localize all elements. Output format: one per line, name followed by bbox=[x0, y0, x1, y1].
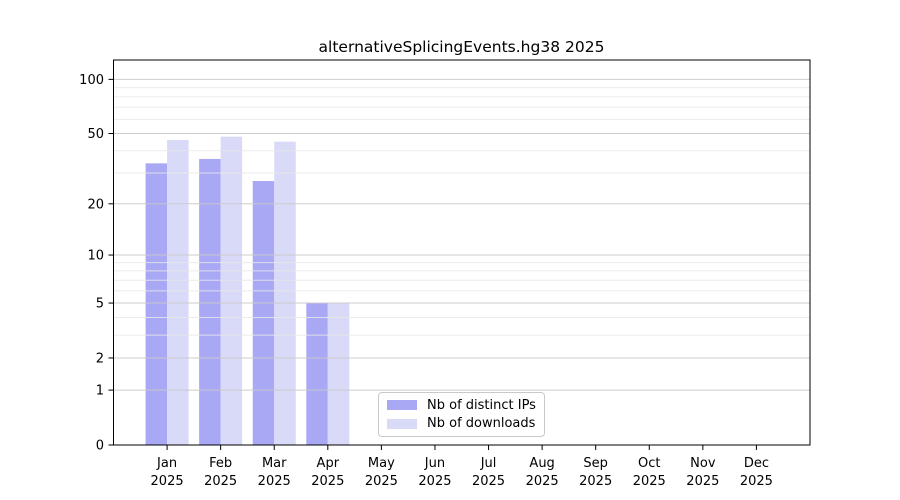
x-tick-label-month: Feb bbox=[209, 456, 232, 471]
bar-apr-nb-of-distinct-ips bbox=[306, 303, 328, 445]
x-tick-label-year: 2025 bbox=[204, 474, 237, 489]
gridlines bbox=[113, 78, 810, 391]
y-tick-label: 1 bbox=[96, 384, 104, 399]
x-tick-label-year: 2025 bbox=[151, 474, 184, 489]
legend-swatch-downloads bbox=[387, 418, 417, 429]
bar-mar-nb-of-downloads bbox=[274, 141, 296, 445]
x-axis: Jan 2025 Feb 2025 Mar 2025 Apr 2025 May 2025 Jun 20… bbox=[151, 445, 773, 489]
x-tick-label-month: Jul bbox=[480, 456, 497, 471]
legend-label-downloads: Nb of downloads bbox=[427, 416, 536, 432]
chart-title: alternativeSplicingEvents.hg38 2025 bbox=[318, 38, 605, 56]
x-tick-label-month: Mar bbox=[262, 456, 287, 471]
y-axis: 0 1 2 5 10 20 50 100 bbox=[79, 73, 114, 454]
y-tick-label: 100 bbox=[79, 73, 104, 88]
y-tick-label: 5 bbox=[96, 297, 104, 312]
legend-label-distinct-ips: Nb of distinct IPs bbox=[427, 397, 536, 413]
x-tick-label-year: 2025 bbox=[686, 474, 719, 489]
y-tick-label: 20 bbox=[87, 197, 104, 212]
bar-feb-nb-of-distinct-ips bbox=[199, 158, 221, 445]
x-tick-label-year: 2025 bbox=[472, 474, 505, 489]
x-tick-label-year: 2025 bbox=[526, 474, 559, 489]
x-tick-label-month: Aug bbox=[529, 456, 554, 471]
x-tick-label-month: Nov bbox=[690, 456, 716, 471]
legend-item-downloads: Nb of downloads bbox=[387, 417, 544, 430]
x-tick-label-year: 2025 bbox=[579, 474, 612, 489]
x-tick-label-month: Jan bbox=[156, 456, 177, 471]
x-tick-label-year: 2025 bbox=[365, 474, 398, 489]
x-tick-label-month: Dec bbox=[744, 456, 769, 471]
x-tick-label-month: Jun bbox=[424, 456, 445, 471]
plot-border bbox=[113, 59, 811, 446]
bar-apr-nb-of-downloads bbox=[327, 303, 350, 445]
x-tick-label-year: 2025 bbox=[418, 474, 451, 489]
legend-swatch-distinct-ips bbox=[387, 400, 417, 411]
x-tick-label-month: Sep bbox=[583, 456, 608, 471]
legend-item-distinct-ips: Nb of distinct IPs bbox=[387, 399, 544, 412]
y-tick-label: 10 bbox=[87, 249, 104, 264]
y-tick-label: 0 bbox=[96, 439, 104, 454]
bars-nb-of-distinct-ips bbox=[145, 158, 328, 445]
x-tick-label-year: 2025 bbox=[740, 474, 773, 489]
x-tick-label-month: Apr bbox=[317, 456, 340, 471]
x-tick-label-month: May bbox=[368, 456, 395, 471]
y-tick-label: 2 bbox=[96, 351, 104, 366]
x-tick-label-year: 2025 bbox=[311, 474, 344, 489]
bar-jan-nb-of-downloads bbox=[167, 139, 189, 446]
bar-mar-nb-of-distinct-ips bbox=[252, 181, 275, 445]
x-tick-label-year: 2025 bbox=[633, 474, 666, 489]
bar-jan-nb-of-distinct-ips bbox=[145, 163, 168, 445]
x-tick-label-year: 2025 bbox=[258, 474, 291, 489]
legend: Nb of distinct IPs Nb of downloads bbox=[378, 392, 545, 437]
y-tick-label: 50 bbox=[87, 127, 104, 142]
x-tick-label-month: Oct bbox=[638, 456, 660, 471]
